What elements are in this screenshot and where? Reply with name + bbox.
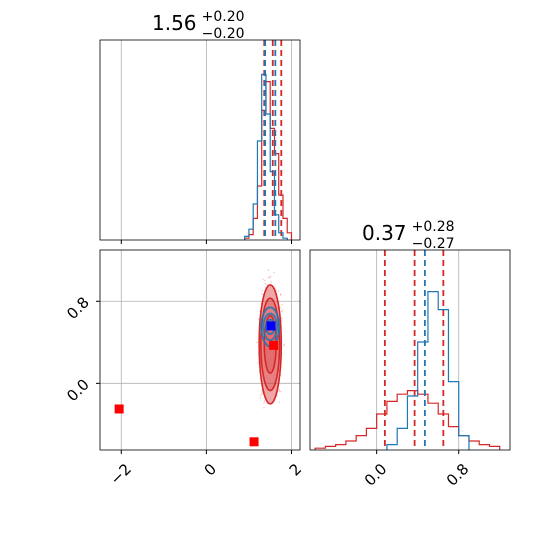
sample-point [268, 276, 271, 279]
marginal-param-2-panel: 0.0 0.8 [309, 249, 511, 490]
sample-point [259, 397, 262, 399]
marginal-param-2-title: 0.37 +0.28 −0.27 [362, 216, 460, 252]
contour-blue-level-1 [262, 312, 279, 342]
sample-point [261, 289, 264, 292]
x-tick-label-1: 0 [201, 460, 220, 479]
sample-point [267, 276, 270, 279]
sample-point [281, 303, 283, 306]
sample-point [278, 388, 281, 391]
marker-3 [249, 437, 259, 447]
histogram-series-1 [386, 291, 470, 450]
sample-point [270, 281, 272, 284]
sample-point [278, 401, 281, 403]
sample-point [260, 394, 262, 396]
x-tick-label-1: 0.8 [443, 460, 473, 490]
sample-point [278, 390, 280, 393]
x-tick-label-0: −2 [107, 460, 135, 488]
sample-point [279, 306, 282, 309]
sample-point [262, 406, 265, 409]
sample-point [263, 402, 265, 404]
sample-point [257, 318, 260, 321]
sample-point [261, 392, 264, 395]
sample-point [273, 271, 275, 274]
sample-point [279, 293, 282, 296]
sample-point [256, 341, 258, 343]
marker-2 [114, 404, 124, 414]
sample-point [262, 278, 264, 281]
marginal-param-1-panel [99, 39, 301, 244]
sample-point [267, 269, 270, 272]
sample-point [281, 309, 284, 311]
marker-1 [269, 340, 279, 350]
sample-point [257, 361, 259, 364]
x-tick-label-2: 2 [286, 460, 305, 479]
panel-frame [309, 249, 511, 451]
sample-point [263, 400, 266, 402]
joint-param-1-vs-param-2-panel: −2 0 2 0.0 0.8 [63, 249, 305, 488]
sample-point [283, 343, 286, 346]
sample-point [264, 279, 266, 282]
title-1-plus: +0.20 [202, 9, 245, 25]
x-tick-label-0: 0.0 [361, 460, 391, 490]
sample-point [275, 289, 278, 292]
sample-point [266, 283, 269, 286]
marker-0 [266, 321, 276, 331]
panel-frame [99, 249, 301, 451]
sample-point [279, 293, 282, 296]
y-tick-label-0: 0.0 [63, 375, 93, 405]
title-2-plus: +0.28 [412, 219, 455, 235]
sample-point [277, 290, 280, 293]
sample-point [269, 275, 272, 278]
sample-point [279, 390, 282, 393]
title-1-value: 1.56 [152, 11, 197, 35]
sample-point [281, 310, 283, 313]
sample-point [264, 282, 267, 285]
title-2-minus: −0.27 [412, 236, 455, 252]
marginal-param-1-title: 1.56 +0.20 −0.20 [152, 6, 250, 42]
title-2-value: 0.37 [362, 221, 407, 245]
y-tick-label-1: 0.8 [63, 293, 93, 323]
histogram-series-0 [244, 81, 293, 240]
sample-point [261, 293, 263, 295]
title-1-minus: −0.20 [202, 26, 245, 42]
sample-point [283, 344, 286, 347]
sample-point [281, 317, 283, 319]
panel-frame [99, 39, 301, 241]
